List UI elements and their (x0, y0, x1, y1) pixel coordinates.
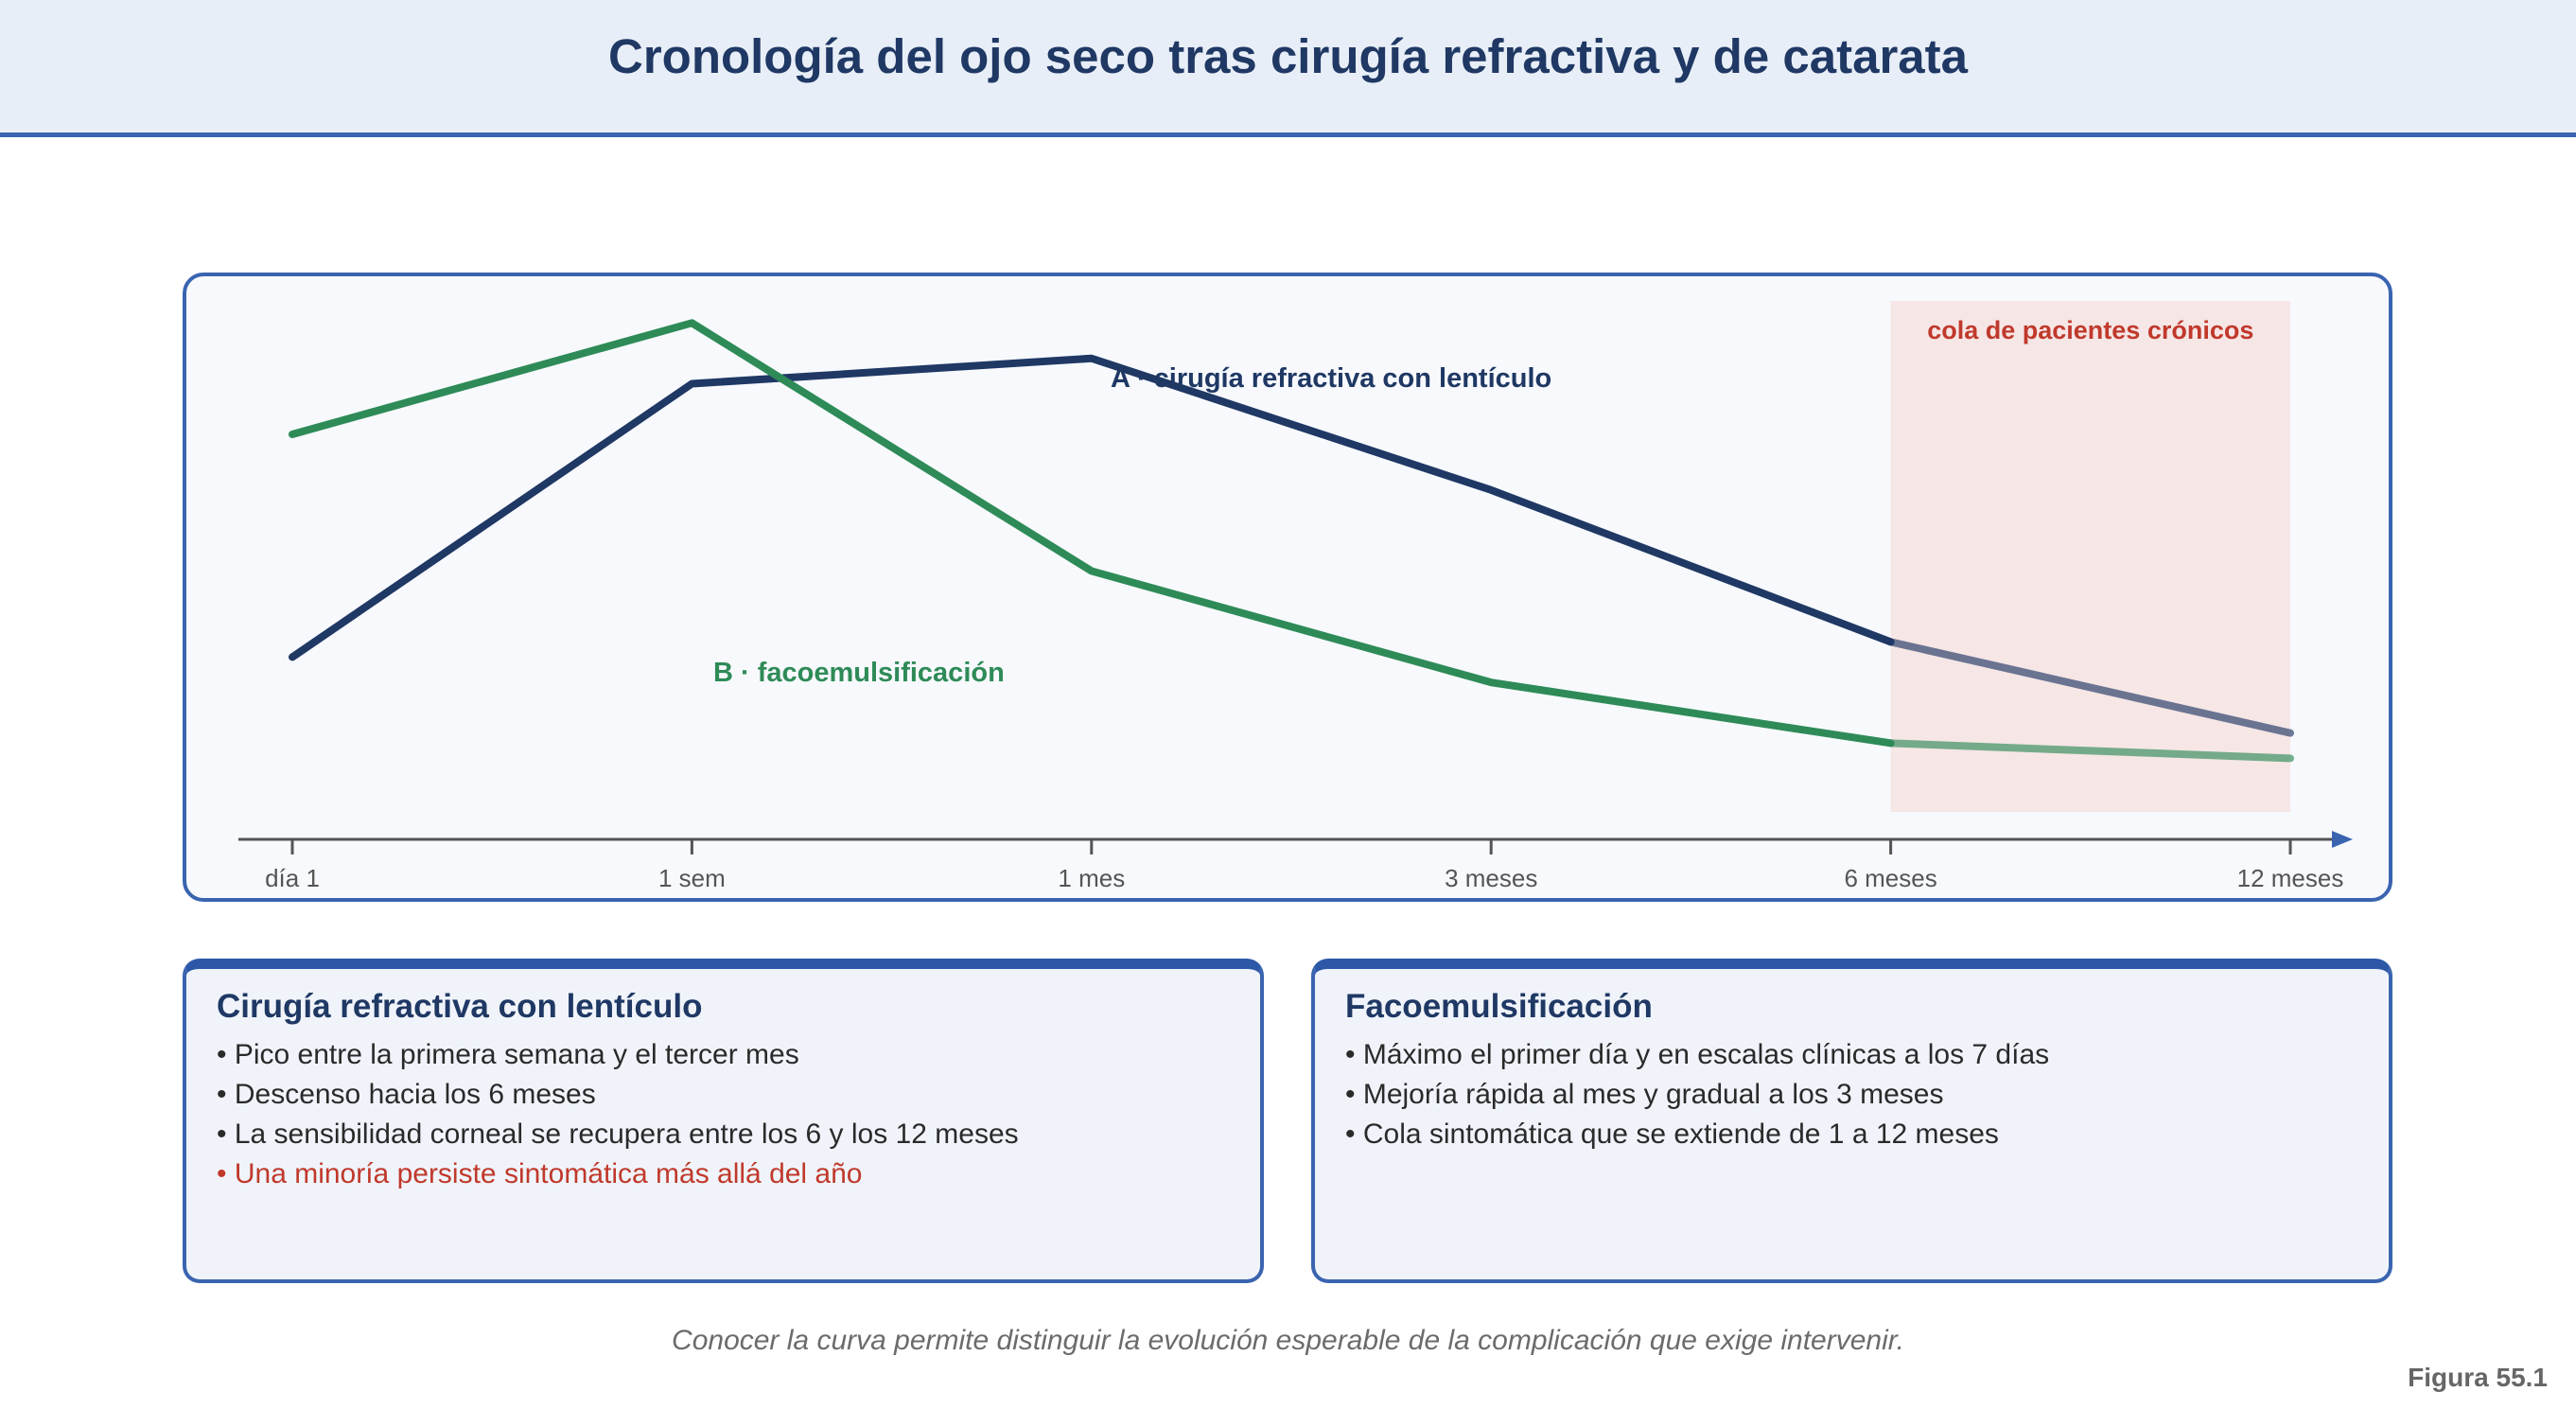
list-item: • Cola sintomática que se extiende de 1 … (1345, 1118, 1999, 1150)
series-line-b (289, 319, 1895, 748)
warning-item: • Una minoría persiste sintomática más a… (217, 1158, 863, 1189)
x-tick-label: 12 meses (2237, 864, 2344, 892)
series-label-b: B · facoemulsificación (713, 658, 1005, 688)
card-refractive-title: Cirugía refractiva con lentículo (217, 988, 703, 1025)
footer-note: Conocer la curva permite distinguir la e… (672, 1325, 1904, 1356)
x-tick-label: 3 meses (1445, 864, 1537, 892)
card-phaco-title: Facoemulsificación (1345, 988, 1653, 1025)
x-axis-arrow (2332, 831, 2353, 848)
list-item: • Pico entre la primera semana y el terc… (217, 1039, 799, 1070)
header-bar: Cronología del ojo seco tras cirugía ref… (0, 0, 2576, 137)
x-tick-label: 1 mes (1058, 864, 1125, 892)
list-item: • Máximo el primer día y en escalas clín… (1345, 1039, 2050, 1070)
series-line-a (289, 354, 1895, 661)
x-tick-label: 6 meses (1844, 864, 1936, 892)
series-label-a: A · cirugía refractiva con lentículo (1111, 363, 1551, 394)
figure-label: Figura 55.1 (2408, 1363, 2548, 1392)
chronic-tail-region (1890, 301, 2290, 812)
series-tail-b (1886, 739, 2294, 763)
x-tick-label: 1 sem (658, 864, 726, 892)
x-tick-label: día 1 (265, 864, 320, 892)
card-phaco: Facoemulsificación • Máximo el primer dí… (1311, 959, 2392, 1283)
series-tail-a (1886, 638, 2294, 737)
card-refractive: Cirugía refractiva con lentículo • Pico … (183, 959, 1264, 1283)
list-item: • Mejoría rápida al mes y gradual a los … (1345, 1079, 1944, 1110)
list-item: • Descenso hacia los 6 meses (217, 1079, 596, 1110)
chronic-tail-label: cola de pacientes crónicos (1927, 316, 2253, 344)
page-title: Cronología del ojo seco tras cirugía ref… (607, 29, 1968, 83)
card-refractive-list: • Pico entre la primera semana y el terc… (217, 1035, 1230, 1194)
chart-panel: cola de pacientes crónicos día 1 1 sem 1 me… (183, 273, 2392, 902)
list-item: • La sensibilidad corneal se recupera en… (217, 1118, 1019, 1150)
card-phaco-list: • Máximo el primer día y en escalas clín… (1345, 1035, 2358, 1154)
timeline-chart: cola de pacientes crónicos día 1 1 sem 1 me… (238, 301, 2353, 892)
